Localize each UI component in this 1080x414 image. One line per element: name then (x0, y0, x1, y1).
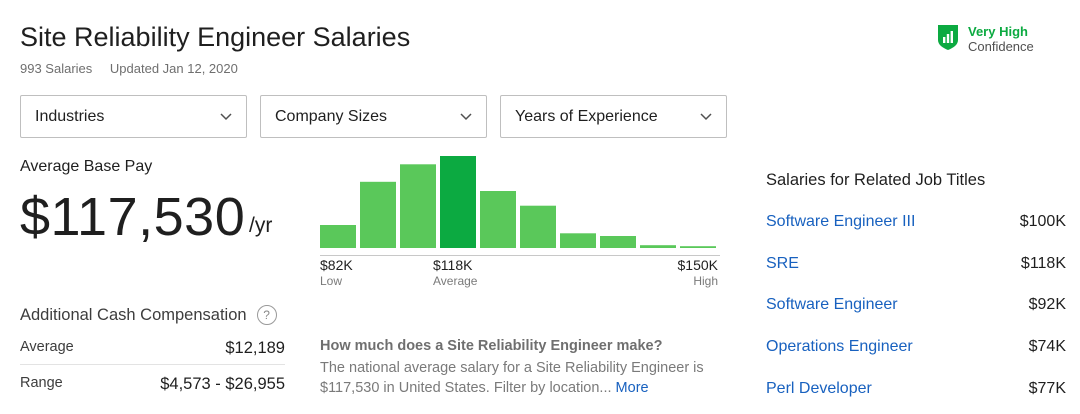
question-circle-icon[interactable]: ? (256, 305, 277, 325)
updated-date: Updated Jan 12, 2020 (109, 61, 238, 76)
chevron-down-icon (700, 112, 712, 120)
related-job-pay: $77K (1028, 380, 1066, 397)
related-item: Software Engineer $92K (766, 296, 1066, 314)
histogram-bar (600, 236, 636, 248)
divider (20, 364, 285, 365)
page-title: Site Reliability Engineer Salaries (20, 22, 411, 52)
cash-row-label: Average (20, 339, 74, 355)
faq-answer-text: The national average salary for a Site R… (320, 360, 704, 396)
average-value: $118K (433, 257, 473, 273)
histogram-average: $118K Average (433, 257, 477, 289)
average-caption: Average (433, 274, 478, 288)
company-sizes-filter[interactable]: Company Sizes (260, 95, 487, 138)
filter-label: Company Sizes (275, 107, 388, 125)
filter-label: Years of Experience (515, 107, 658, 125)
salary-meta: 993 Salaries Updated Jan 12, 2020 (20, 61, 238, 76)
histogram-bar (560, 233, 596, 248)
cash-average-row: Average $12,189 (20, 339, 285, 358)
histogram-bar (480, 191, 516, 248)
histogram-bar (640, 245, 676, 248)
related-item: Software Engineer III $100K (766, 213, 1066, 231)
confidence-badge: Very High Confidence (936, 24, 1034, 54)
additional-cash-title: Additional Cash Compensation ? (20, 305, 277, 325)
low-value: $82K (320, 257, 353, 273)
related-job-link[interactable]: SRE (766, 255, 799, 272)
related-item: Perl Developer $77K (766, 380, 1066, 398)
cash-row-value: $12,189 (225, 339, 285, 357)
related-job-link[interactable]: Software Engineer III (766, 213, 916, 230)
salary-count: 993 Salaries (20, 61, 93, 76)
related-job-pay: $118K (1020, 255, 1066, 272)
histogram-bar (520, 205, 556, 248)
related-item: Operations Engineer $74K (766, 338, 1066, 356)
related-job-link[interactable]: Software Engineer (766, 296, 898, 313)
confidence-level: Very High (968, 24, 1028, 39)
histogram-bar (320, 225, 356, 248)
histogram-bar (360, 181, 396, 248)
confidence-label: Confidence (968, 39, 1034, 54)
cash-row-value: $4,573 - $26,955 (160, 375, 285, 393)
additional-cash-label: Additional Cash Compensation (20, 305, 247, 324)
histogram-baseline (320, 255, 720, 256)
cash-range-row: Range $4,573 - $26,955 (20, 375, 285, 394)
chevron-down-icon (220, 112, 232, 120)
average-base-pay-label: Average Base Pay (20, 158, 153, 175)
related-titles-heading: Salaries for Related Job Titles (766, 171, 986, 189)
related-item: SRE $118K (766, 255, 1066, 273)
years-of-experience-filter[interactable]: Years of Experience (500, 95, 727, 138)
histogram-low: $82K Low (320, 257, 353, 289)
industries-filter[interactable]: Industries (20, 95, 247, 138)
pay-unit: /yr (249, 214, 273, 237)
faq-question: How much does a Site Reliability Enginee… (320, 338, 663, 354)
chevron-down-icon (460, 112, 472, 120)
histogram-bar-average (440, 156, 476, 248)
related-job-pay: $74K (1028, 338, 1066, 355)
high-value: $150K (677, 257, 718, 273)
average-base-pay-value: $117,530 (20, 187, 246, 247)
histogram-bar (680, 246, 716, 248)
high-caption: High (693, 274, 718, 288)
histogram-high: $150K High (660, 257, 718, 289)
shield-chart-icon (938, 25, 958, 50)
histogram-bar (400, 164, 436, 248)
related-job-link[interactable]: Perl Developer (766, 380, 872, 397)
related-job-pay: $100K (1019, 213, 1066, 230)
salary-histogram (320, 156, 716, 248)
related-job-link[interactable]: Operations Engineer (766, 338, 913, 355)
low-caption: Low (320, 274, 343, 288)
faq-answer: The national average salary for a Site R… (320, 358, 730, 398)
related-job-pay: $92K (1028, 296, 1066, 313)
more-link[interactable]: More (615, 380, 649, 396)
cash-row-label: Range (20, 375, 63, 391)
filter-label: Industries (35, 107, 105, 125)
